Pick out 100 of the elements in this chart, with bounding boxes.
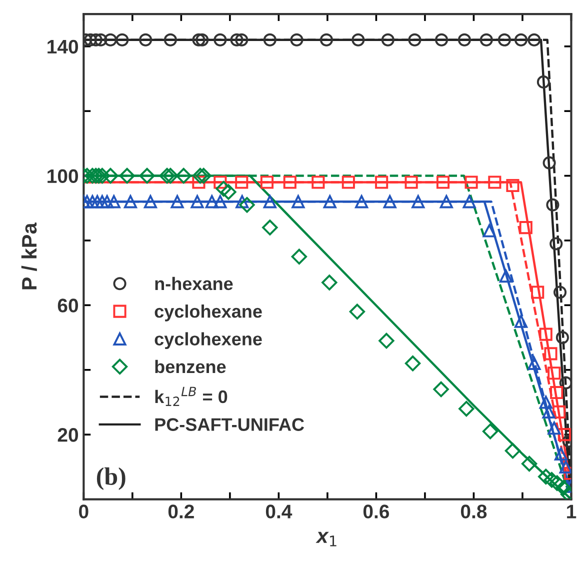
point bbox=[144, 195, 157, 208]
point bbox=[260, 176, 274, 189]
point bbox=[436, 176, 450, 189]
point bbox=[546, 198, 560, 212]
point bbox=[170, 195, 184, 208]
x-tick-label: 0.8 bbox=[460, 504, 487, 518]
point bbox=[196, 168, 212, 184]
point bbox=[383, 195, 396, 208]
point bbox=[528, 33, 541, 46]
legend-label: cyclohexene bbox=[154, 332, 262, 350]
point bbox=[488, 176, 502, 189]
point bbox=[205, 195, 218, 208]
point bbox=[514, 33, 528, 46]
legend-label: k$_{12}$$^{LB}$ = 0 bbox=[155, 386, 228, 406]
point bbox=[355, 195, 368, 208]
point bbox=[139, 33, 152, 46]
legend-label: cyclohexane bbox=[154, 304, 262, 322]
legend-label: PC-SAFT-UNIFAC bbox=[155, 418, 304, 431]
point bbox=[514, 314, 528, 328]
point bbox=[435, 33, 448, 46]
point bbox=[458, 400, 474, 417]
point bbox=[139, 168, 155, 184]
x-tick-label: 0.4 bbox=[266, 504, 292, 518]
point bbox=[550, 386, 564, 400]
point bbox=[544, 472, 560, 488]
point bbox=[94, 168, 110, 184]
point bbox=[378, 332, 394, 349]
point bbox=[89, 33, 102, 46]
point bbox=[552, 405, 566, 418]
point bbox=[100, 195, 114, 208]
point bbox=[482, 424, 498, 440]
point bbox=[559, 376, 572, 390]
point bbox=[544, 347, 558, 360]
point bbox=[542, 156, 556, 170]
point bbox=[290, 33, 304, 46]
point bbox=[548, 422, 561, 435]
point bbox=[556, 480, 572, 496]
point bbox=[104, 33, 118, 46]
point bbox=[162, 168, 178, 184]
point bbox=[404, 356, 421, 372]
point bbox=[352, 33, 365, 46]
point bbox=[349, 304, 366, 320]
point bbox=[320, 33, 334, 46]
point bbox=[192, 33, 206, 46]
point bbox=[102, 168, 118, 184]
point bbox=[539, 396, 552, 409]
point bbox=[291, 248, 308, 265]
point bbox=[538, 468, 554, 484]
point bbox=[107, 195, 120, 208]
point bbox=[292, 195, 305, 208]
point bbox=[462, 195, 476, 208]
point bbox=[235, 176, 248, 189]
y-tick-label: 140 bbox=[48, 40, 78, 54]
point bbox=[192, 168, 208, 184]
point bbox=[412, 195, 425, 208]
point bbox=[550, 237, 563, 250]
legend-label: n-hexane bbox=[155, 276, 233, 290]
point bbox=[440, 195, 453, 208]
y-tick-label: 20 bbox=[58, 428, 78, 442]
x-tick-label: 0 bbox=[79, 504, 88, 518]
point bbox=[521, 456, 538, 472]
point bbox=[312, 176, 325, 189]
point bbox=[558, 428, 571, 442]
point bbox=[408, 33, 422, 46]
point bbox=[549, 475, 565, 491]
x-tick-label: 0.2 bbox=[168, 504, 194, 518]
point bbox=[548, 366, 561, 380]
point bbox=[192, 176, 206, 189]
point bbox=[433, 381, 449, 398]
point bbox=[536, 75, 550, 88]
point bbox=[176, 168, 192, 184]
point bbox=[235, 33, 248, 46]
point bbox=[90, 195, 104, 208]
point bbox=[375, 176, 388, 189]
annotation: (b) bbox=[96, 467, 126, 490]
point bbox=[556, 331, 569, 344]
point bbox=[528, 356, 541, 370]
point bbox=[499, 270, 512, 283]
point bbox=[542, 405, 556, 418]
point bbox=[519, 221, 532, 234]
point bbox=[239, 197, 255, 213]
point bbox=[539, 328, 552, 341]
point bbox=[322, 274, 338, 290]
point bbox=[263, 33, 276, 46]
point bbox=[323, 195, 336, 208]
point bbox=[214, 176, 227, 189]
point bbox=[124, 195, 137, 208]
point bbox=[283, 176, 296, 189]
point bbox=[263, 195, 276, 208]
legend-label: benzene bbox=[155, 360, 226, 374]
point bbox=[504, 442, 521, 459]
point bbox=[381, 33, 394, 46]
y-axis-title: P / kPa bbox=[21, 222, 37, 290]
x-tick-label: 0.6 bbox=[363, 504, 390, 518]
x-axis-title: x$_{1}$ bbox=[316, 532, 336, 546]
point bbox=[164, 33, 177, 46]
point bbox=[559, 460, 572, 474]
point bbox=[531, 286, 544, 299]
point bbox=[214, 195, 227, 208]
point bbox=[119, 168, 135, 184]
